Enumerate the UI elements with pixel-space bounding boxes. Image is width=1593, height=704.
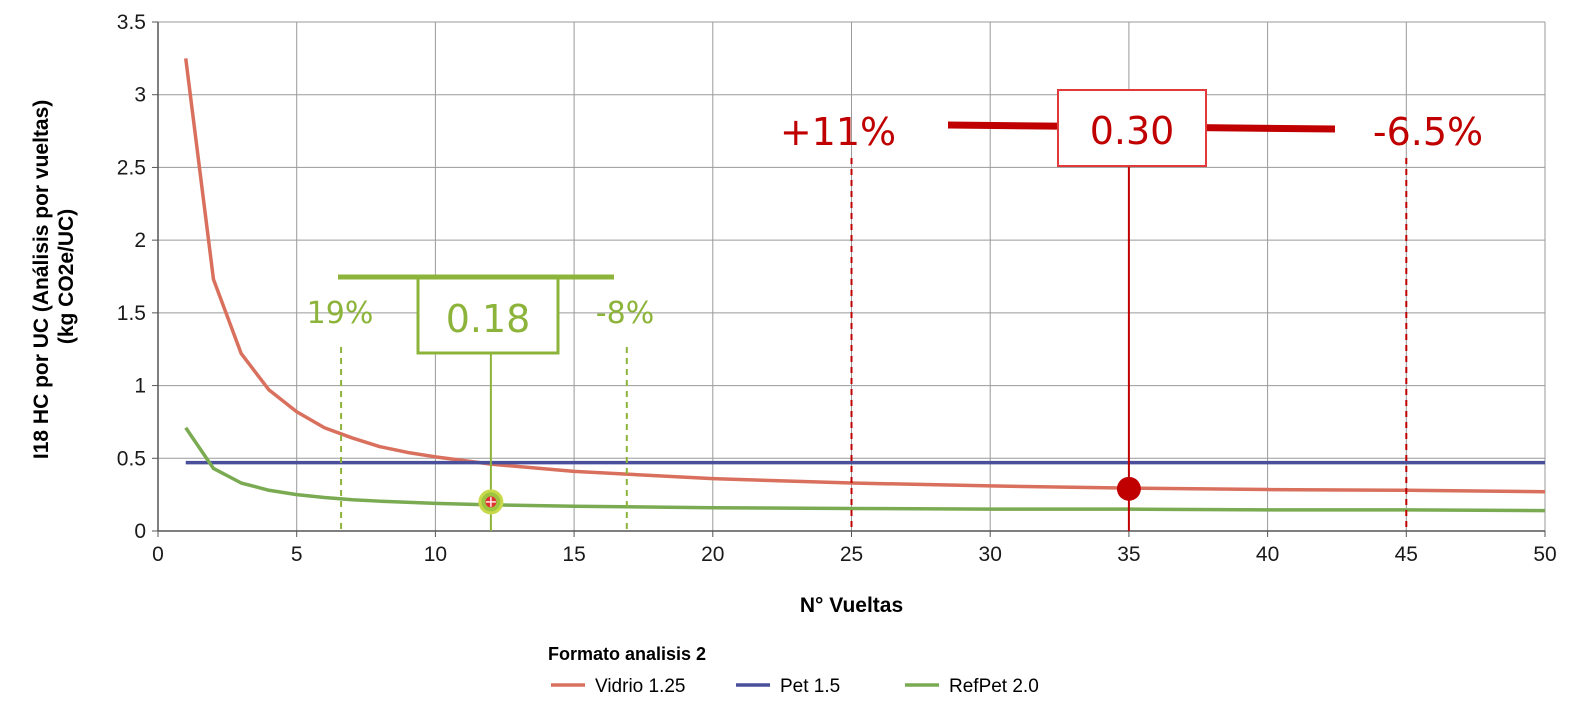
x-tick-label: 5 — [291, 543, 303, 566]
legend-title: Formato analisis 2 — [548, 644, 706, 664]
red-value-box — [1057, 89, 1207, 167]
y-tick-label: 1 — [134, 375, 146, 398]
x-tick-label: 0 — [152, 543, 164, 566]
red-right-label: -6.5% — [1373, 110, 1483, 154]
series-line-3 — [184, 426, 1546, 513]
y-tick-label: 2.5 — [117, 156, 146, 179]
x-tick-label: 35 — [1117, 543, 1140, 566]
legend-label-2: Pet 1.5 — [780, 676, 840, 697]
green-right-label: -8% — [596, 296, 654, 331]
green-left-label: 19% — [307, 296, 374, 331]
x-tick-label: 15 — [562, 543, 585, 566]
green-value-label: 0.18 — [446, 297, 531, 341]
legend-label-3: RefPet 2.0 — [949, 676, 1039, 697]
y-tick-label: 1.5 — [117, 302, 146, 325]
legend-items: Vidrio 1.25 Pet 1.5 RefPet 2.0 — [551, 676, 1039, 697]
x-tick-label: 10 — [424, 543, 447, 566]
y-axis-title-line2: (kg CO2e/UC) — [55, 209, 78, 344]
red-value-label: 0.30 — [1090, 109, 1175, 153]
x-tick-label: 50 — [1533, 543, 1556, 566]
x-tick-label: 20 — [701, 543, 724, 566]
red-left-label: +11% — [780, 110, 896, 154]
x-tick-label: 45 — [1395, 543, 1418, 566]
y-tick-label: 2 — [134, 229, 146, 252]
green-value-box — [416, 276, 560, 355]
legend: Formato analisis 2 Vidrio 1.25 Pet 1.5 Ref… — [548, 644, 1039, 697]
x-axis-title: N° Vueltas — [800, 594, 903, 617]
y-tick-label: 0.5 — [117, 447, 146, 470]
y-axis-title: I18 HC por UC (Análisis por vueltas) (kg… — [30, 94, 78, 459]
red-point-marker — [1116, 476, 1141, 501]
y-tick-label: 0 — [134, 520, 146, 543]
tick-labels: 0 5 10 15 20 25 30 35 40 45 50 0 0.5 1 1.5 2 2.5 3 3.5 — [117, 11, 1557, 566]
y-tick-label: 3 — [134, 84, 146, 107]
x-tick-label: 40 — [1256, 543, 1279, 566]
x-tick-label: 30 — [979, 543, 1002, 566]
y-axis-title-line1: I18 HC por UC (Análisis por vueltas) — [30, 100, 53, 459]
x-tick-label: 25 — [840, 543, 863, 566]
legend-label-1: Vidrio 1.25 — [595, 676, 686, 697]
annotations: 0.30 +11% -6.5% 0.18 19% -8% — [307, 89, 1483, 531]
y-tick-label: 3.5 — [117, 11, 146, 34]
